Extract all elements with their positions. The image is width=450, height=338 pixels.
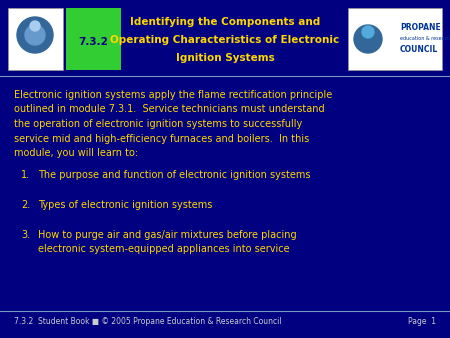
Text: COUNCIL: COUNCIL <box>400 45 438 53</box>
Text: 2.: 2. <box>21 200 30 210</box>
Circle shape <box>25 25 45 45</box>
Circle shape <box>17 17 53 53</box>
Text: education & research: education & research <box>400 35 450 41</box>
Text: 7.3.2: 7.3.2 <box>78 37 108 47</box>
Circle shape <box>354 25 382 53</box>
Text: Ignition Systems: Ignition Systems <box>176 53 274 63</box>
Text: 1.: 1. <box>21 170 30 180</box>
Text: 7.3.2  Student Book ■ © 2005 Propane Education & Research Council: 7.3.2 Student Book ■ © 2005 Propane Educ… <box>14 316 282 325</box>
Text: module, you will learn to:: module, you will learn to: <box>14 148 138 158</box>
Text: 3.: 3. <box>21 230 30 240</box>
Circle shape <box>362 26 374 38</box>
Bar <box>348 8 442 70</box>
Text: service mid and high-efficiency furnaces and boilers.  In this: service mid and high-efficiency furnaces… <box>14 134 309 144</box>
Text: Operating Characteristics of Electronic: Operating Characteristics of Electronic <box>110 35 340 45</box>
Text: PROPANE: PROPANE <box>400 24 441 32</box>
Text: The purpose and function of electronic ignition systems: The purpose and function of electronic i… <box>38 170 310 180</box>
Text: How to purge air and gas/air mixtures before placing: How to purge air and gas/air mixtures be… <box>38 230 297 240</box>
Bar <box>66 8 121 70</box>
Bar <box>8 8 63 70</box>
Text: outlined in module 7.3.1.  Service technicians must understand: outlined in module 7.3.1. Service techni… <box>14 104 324 115</box>
Text: Identifying the Components and: Identifying the Components and <box>130 17 320 27</box>
Text: Electronic ignition systems apply the flame rectification principle: Electronic ignition systems apply the fl… <box>14 90 332 100</box>
Circle shape <box>30 21 40 31</box>
Text: electronic system-equipped appliances into service: electronic system-equipped appliances in… <box>38 244 290 255</box>
Text: Types of electronic ignition systems: Types of electronic ignition systems <box>38 200 212 210</box>
Text: Page  1: Page 1 <box>408 316 436 325</box>
Text: the operation of electronic ignition systems to successfully: the operation of electronic ignition sys… <box>14 119 302 129</box>
